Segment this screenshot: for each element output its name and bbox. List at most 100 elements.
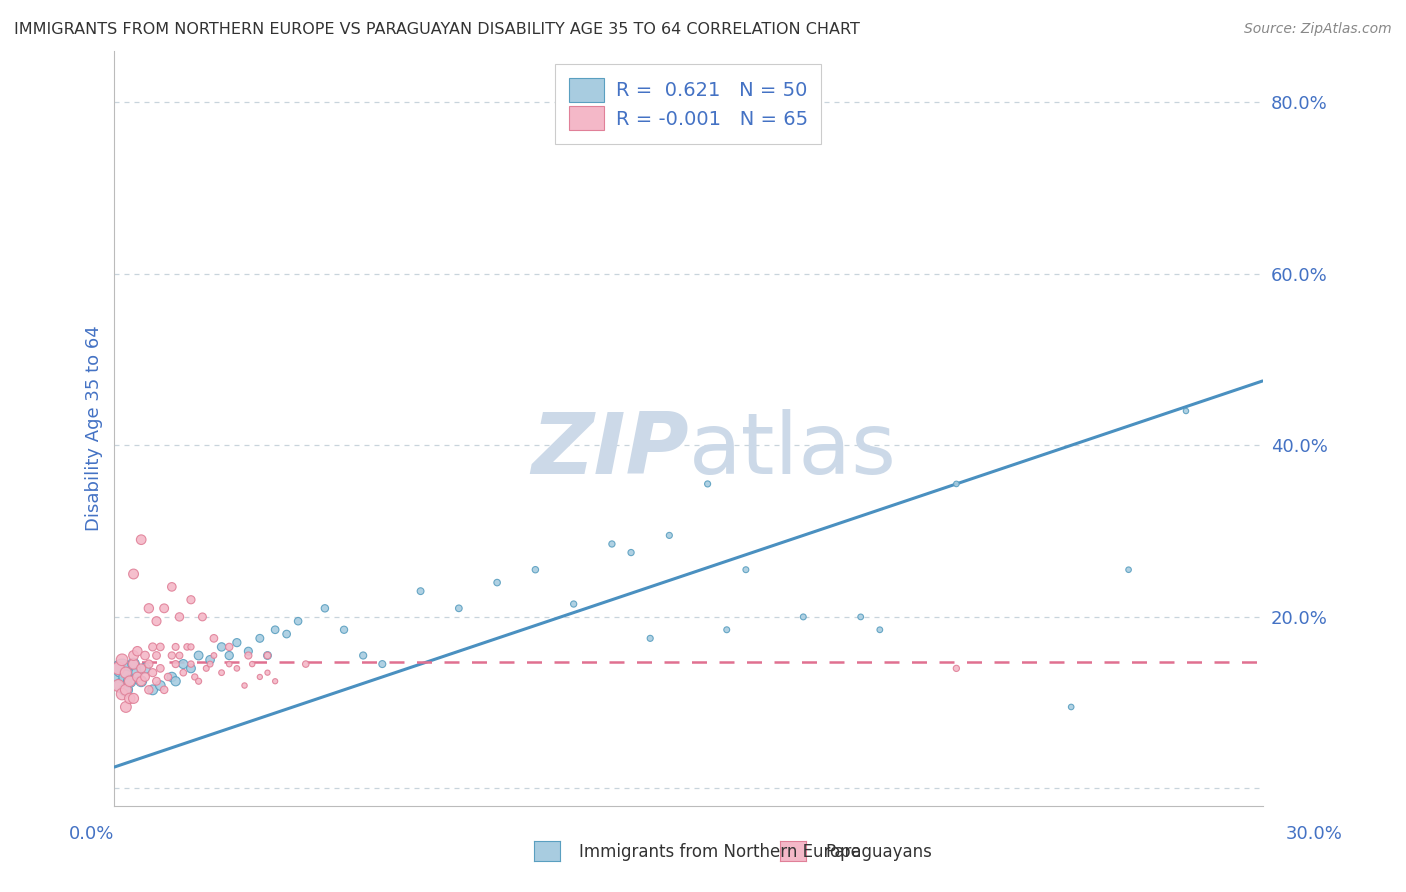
Point <box>107 661 129 675</box>
Point <box>264 674 287 689</box>
Point <box>127 670 149 684</box>
Point <box>122 657 145 671</box>
Point <box>129 661 152 675</box>
Point <box>352 648 374 663</box>
Point <box>111 661 134 675</box>
Point <box>716 623 738 637</box>
Point <box>145 648 167 663</box>
Point <box>111 679 134 693</box>
Point <box>142 682 165 697</box>
Point <box>638 632 661 646</box>
Point <box>165 657 187 671</box>
Point <box>256 665 278 680</box>
Point <box>169 610 191 624</box>
Point <box>134 670 156 684</box>
Point <box>211 665 233 680</box>
Point <box>187 674 209 689</box>
Point <box>129 674 152 689</box>
Point <box>180 657 202 671</box>
Point <box>333 623 356 637</box>
Point <box>176 640 198 654</box>
Point <box>734 563 756 577</box>
Point <box>1060 700 1083 714</box>
Point <box>1175 404 1198 418</box>
Point <box>180 592 202 607</box>
Text: ZIP: ZIP <box>531 409 689 492</box>
Point <box>115 682 138 697</box>
Point <box>191 610 214 624</box>
Point <box>264 623 287 637</box>
Point <box>600 537 623 551</box>
Point <box>129 674 152 689</box>
Point <box>195 661 218 675</box>
Point <box>620 545 643 559</box>
Point <box>218 657 240 671</box>
Point <box>153 682 176 697</box>
Point <box>256 648 278 663</box>
Point <box>187 648 209 663</box>
Point <box>211 640 233 654</box>
Point <box>160 648 183 663</box>
Point <box>869 623 891 637</box>
Point <box>145 674 167 689</box>
Point <box>447 601 470 615</box>
Point <box>249 632 271 646</box>
Legend: R =  0.621   N = 50, R = -0.001   N = 65: R = 0.621 N = 50, R = -0.001 N = 65 <box>555 64 821 144</box>
Point <box>138 657 160 671</box>
Point <box>849 610 872 624</box>
Point <box>276 627 298 641</box>
Point <box>111 653 134 667</box>
Point <box>118 674 141 689</box>
Point <box>127 665 149 680</box>
Point <box>129 533 152 547</box>
Point <box>138 601 160 615</box>
Point <box>149 679 172 693</box>
Point <box>180 661 202 675</box>
Text: IMMIGRANTS FROM NORTHERN EUROPE VS PARAGUAYAN DISABILITY AGE 35 TO 64 CORRELATIO: IMMIGRANTS FROM NORTHERN EUROPE VS PARAG… <box>14 22 860 37</box>
Point <box>314 601 336 615</box>
Point <box>198 653 221 667</box>
Point <box>172 665 194 680</box>
Text: Source: ZipAtlas.com: Source: ZipAtlas.com <box>1244 22 1392 37</box>
Point <box>198 657 221 671</box>
Point <box>409 584 432 599</box>
Point <box>134 661 156 675</box>
Point <box>160 580 183 594</box>
Point <box>149 640 172 654</box>
Point <box>142 640 165 654</box>
Point <box>122 648 145 663</box>
Text: Paraguayans: Paraguayans <box>825 843 932 861</box>
Point <box>562 597 585 611</box>
Point <box>945 477 967 491</box>
Point <box>149 661 172 675</box>
Point <box>202 632 225 646</box>
Point <box>122 657 145 671</box>
Point <box>256 648 278 663</box>
Point <box>122 567 145 582</box>
Point <box>184 670 207 684</box>
Point <box>145 614 167 628</box>
Point <box>371 657 394 671</box>
Point <box>238 648 260 663</box>
Text: 0.0%: 0.0% <box>69 825 114 843</box>
Point <box>696 477 718 491</box>
Point <box>287 614 309 628</box>
Point <box>127 644 149 658</box>
Point <box>153 601 176 615</box>
Point <box>658 528 681 542</box>
Point <box>118 691 141 706</box>
Point <box>225 635 247 649</box>
Text: Immigrants from Northern Europe: Immigrants from Northern Europe <box>579 843 860 861</box>
Point <box>218 640 240 654</box>
Point <box>524 563 547 577</box>
Point <box>115 665 138 680</box>
Text: 30.0%: 30.0% <box>1286 825 1343 843</box>
Point <box>240 657 263 671</box>
Point <box>486 575 509 590</box>
Point <box>165 640 187 654</box>
Point <box>156 670 179 684</box>
Point <box>238 644 260 658</box>
Point <box>1118 563 1140 577</box>
Y-axis label: Disability Age 35 to 64: Disability Age 35 to 64 <box>86 326 103 531</box>
Point <box>138 682 160 697</box>
